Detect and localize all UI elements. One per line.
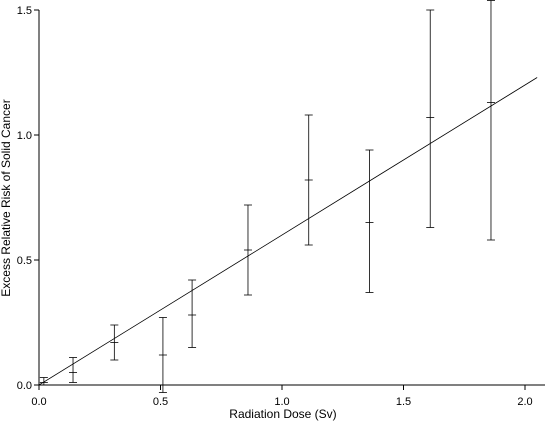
data-point [243,204,252,296]
x-tick-label: 2.0 [517,396,532,408]
x-tick-label: 0.0 [31,396,46,408]
data-point [426,9,435,228]
x-tick-label: 0.5 [153,396,168,408]
data-point [69,357,78,383]
axes [38,10,545,386]
data-marks [39,0,538,393]
x-tick-label: 1.0 [274,396,289,408]
data-point [158,317,167,393]
data-point [365,149,374,293]
data-point [39,377,48,386]
data-point [110,324,119,361]
y-axis-label: Excess Relative Risk of Solid Cancer [0,99,13,296]
x-axis-label: Radiation Dose (Sv) [229,407,336,421]
x-tick-label: 1.5 [396,396,411,408]
data-point [304,114,313,246]
y-tick-label: 0.5 [17,255,32,267]
ticks: 0.0 0.5 1.0 1.5 2.0 0.0 0.5 1.0 1.5 [17,5,533,408]
fit-line [39,77,538,385]
y-tick-label: 0.0 [17,380,32,392]
y-tick-label: 1.5 [17,5,32,17]
y-tick-label: 1.0 [17,130,32,142]
data-point [188,279,197,348]
data-point [486,0,495,241]
